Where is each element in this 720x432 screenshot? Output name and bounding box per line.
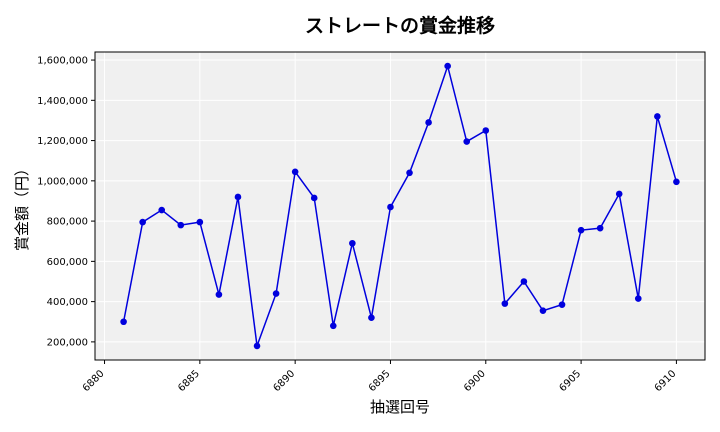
data-point — [634, 295, 642, 302]
data-point — [349, 239, 356, 247]
series-points — [120, 62, 680, 350]
data-point — [558, 301, 566, 308]
data-point — [215, 291, 223, 298]
data-point — [654, 113, 661, 120]
x-tick-label: 6900 — [462, 368, 488, 394]
data-point — [577, 226, 585, 234]
data-point — [596, 224, 604, 232]
data-point — [253, 342, 261, 350]
data-point — [139, 218, 146, 226]
grid-lines — [95, 52, 705, 360]
data-point — [463, 138, 471, 145]
plot-frame — [94, 51, 706, 361]
data-point — [329, 322, 337, 330]
data-point — [444, 62, 451, 70]
data-point — [310, 194, 318, 202]
data-point — [425, 119, 432, 126]
data-point — [615, 190, 623, 198]
x-tick-label: 6895 — [367, 368, 393, 394]
y-axis-label: 賞金額（円） — [13, 161, 31, 251]
y-tick-label: 1,600,000 — [37, 56, 88, 67]
x-tick-label: 6890 — [272, 368, 298, 394]
data-point — [406, 169, 413, 177]
y-tick-label: 400,000 — [47, 297, 88, 308]
data-point — [387, 203, 394, 211]
data-point — [177, 221, 185, 229]
y-axis-ticks: 200,000 400,000 600,000 800,000 1,000,000 1,2… — [37, 56, 95, 348]
data-point — [158, 206, 166, 214]
data-point — [482, 127, 490, 134]
data-point — [520, 278, 528, 285]
x-tick-label: 6910 — [653, 368, 679, 394]
x-tick-label: 6880 — [81, 368, 107, 394]
data-point — [234, 193, 242, 201]
y-tick-label: 1,000,000 — [37, 176, 88, 187]
data-point — [196, 218, 204, 226]
data-point — [272, 290, 280, 297]
data-point — [501, 300, 509, 307]
x-axis-label: 抽選回号 — [370, 398, 430, 416]
data-point — [539, 307, 547, 314]
x-tick-label: 6905 — [557, 368, 583, 394]
data-point — [673, 178, 680, 186]
data-point — [368, 314, 375, 322]
plot-area — [94, 51, 706, 361]
y-tick-label: 1,200,000 — [37, 136, 88, 147]
x-axis-ticks: 6880 6885 6890 6895 6900 6905 6910 — [81, 360, 679, 394]
y-tick-label: 200,000 — [47, 337, 88, 348]
y-tick-label: 600,000 — [47, 257, 88, 268]
y-tick-label: 800,000 — [47, 217, 88, 228]
chart-title: ストレートの賞金推移 — [305, 14, 495, 37]
data-point — [120, 318, 127, 326]
data-point — [291, 168, 299, 176]
x-tick-label: 6885 — [176, 368, 202, 394]
y-tick-label: 1,400,000 — [37, 96, 88, 107]
